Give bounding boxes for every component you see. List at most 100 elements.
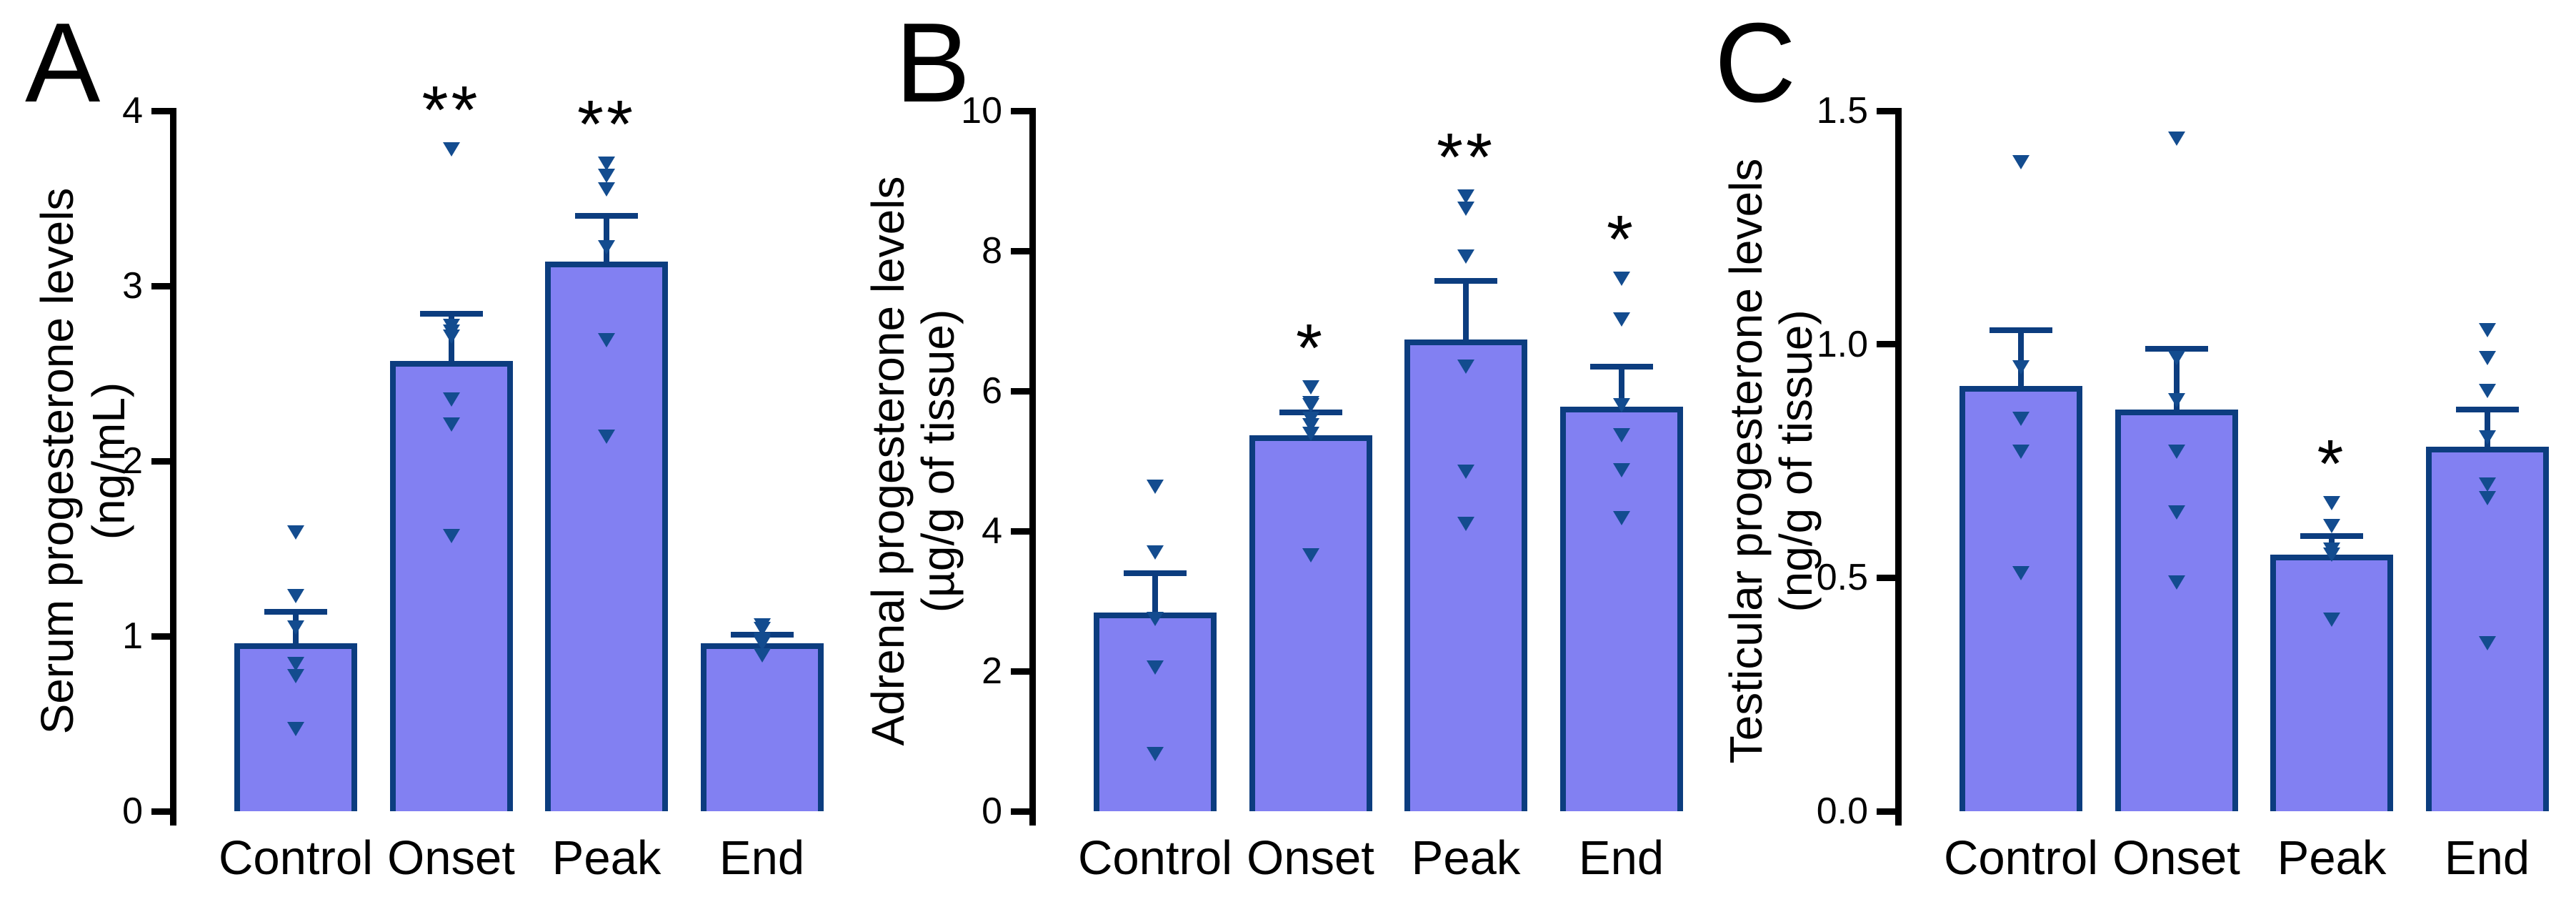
scatter-point-marker xyxy=(753,648,771,663)
y-axis-tick-label: 2 xyxy=(122,440,143,482)
scatter-point-marker xyxy=(2323,613,2340,628)
error-bar-cap xyxy=(1434,278,1497,284)
y-axis-tick xyxy=(1877,107,1898,114)
error-bar-line xyxy=(604,216,609,262)
y-axis-line xyxy=(169,107,176,826)
bar xyxy=(1094,612,1217,811)
error-bar-line xyxy=(2018,330,2024,387)
scatter-point-marker xyxy=(753,635,771,650)
significance-stars: ** xyxy=(1437,119,1495,195)
scatter-point-marker xyxy=(1612,427,1630,442)
y-axis-title-line1: Testicular progesterone levels xyxy=(1720,158,1772,764)
scatter-point-marker xyxy=(2012,360,2030,375)
significance-stars: * xyxy=(1607,202,1636,278)
scatter-point-marker xyxy=(1147,660,1164,675)
y-axis-title-line2: (µg/g of tissue) xyxy=(912,309,964,613)
panel-letter: B xyxy=(895,0,971,126)
x-axis-category-label: End xyxy=(2444,831,2530,885)
scatter-point-marker xyxy=(442,142,460,157)
significance-stars: * xyxy=(2317,425,2347,502)
y-axis-tick-label: 1.0 xyxy=(1816,323,1868,365)
y-axis-tick-label: 8 xyxy=(982,230,1002,272)
scatter-point-marker xyxy=(598,332,615,347)
error-bar-line xyxy=(1152,573,1158,613)
y-axis-tick xyxy=(1877,341,1898,348)
x-axis-category-label: Peak xyxy=(2277,831,2387,885)
scatter-point-marker xyxy=(1147,746,1164,761)
scatter-point-marker xyxy=(442,529,460,544)
error-bar-cap xyxy=(1589,363,1653,370)
y-axis-tick xyxy=(151,808,173,815)
scatter-point-marker xyxy=(2478,384,2496,398)
scatter-point-marker xyxy=(287,721,304,736)
error-bar-cap xyxy=(2455,407,2519,413)
significance-stars: ** xyxy=(421,71,481,148)
scatter-point-marker xyxy=(1457,464,1474,479)
scatter-point-marker xyxy=(2167,505,2185,520)
scatter-point-marker xyxy=(2323,519,2340,534)
bar xyxy=(700,643,824,811)
scatter-point-marker xyxy=(1457,517,1474,532)
y-axis-tick xyxy=(1877,574,1898,581)
y-axis-tick-label: 2 xyxy=(982,650,1002,692)
scatter-point-marker xyxy=(2012,565,2030,580)
y-axis-tick xyxy=(151,457,173,465)
y-axis-tick-label: 3 xyxy=(122,265,143,307)
error-bar-line xyxy=(2173,349,2180,410)
x-axis-category-label: End xyxy=(1578,831,1664,885)
error-bar-cap xyxy=(419,311,483,317)
scatter-point-marker xyxy=(1302,380,1319,395)
x-axis-category-label: Peak xyxy=(1411,831,1521,885)
scatter-point-marker xyxy=(2478,477,2496,492)
bar xyxy=(2115,410,2238,811)
y-axis-tick xyxy=(1011,247,1032,254)
scatter-point-marker xyxy=(2478,351,2496,366)
x-axis-category-label: Onset xyxy=(387,831,515,885)
error-bar-line xyxy=(1618,366,1624,407)
scatter-point-marker xyxy=(1457,189,1474,204)
y-axis-tick-label: 1.5 xyxy=(1816,90,1868,132)
scatter-point-marker xyxy=(2478,430,2496,445)
x-axis-category-label: Onset xyxy=(1247,831,1374,885)
bar xyxy=(545,261,668,811)
error-bar-cap xyxy=(2300,532,2363,539)
x-axis-category-label: Peak xyxy=(551,831,662,885)
scatter-point-marker xyxy=(287,620,304,635)
y-axis-tick-label: 0.0 xyxy=(1816,790,1868,832)
x-axis-category-label: Control xyxy=(1944,831,2098,885)
scatter-point-marker xyxy=(1612,312,1630,327)
y-axis-tick-label: 0 xyxy=(122,790,143,832)
scatter-point-marker xyxy=(2167,444,2185,459)
scatter-point-marker xyxy=(2323,495,2340,510)
y-axis-tick-label: 1 xyxy=(122,615,143,657)
scatter-point-marker xyxy=(2167,393,2185,408)
scatter-point-marker xyxy=(2167,351,2185,366)
y-axis-tick-label: 6 xyxy=(982,370,1002,412)
scatter-point-marker xyxy=(1612,511,1630,526)
scatter-point-marker xyxy=(2478,491,2496,506)
y-axis-tick-label: 0 xyxy=(982,790,1002,832)
scatter-point-marker xyxy=(2323,547,2340,562)
error-bar-cap xyxy=(264,608,327,615)
panel-letter: C xyxy=(1714,0,1797,126)
scatter-point-marker xyxy=(442,417,460,432)
y-axis-tick xyxy=(151,633,173,640)
significance-stars: * xyxy=(1296,310,1325,387)
scatter-point-marker xyxy=(1147,545,1164,560)
error-bar-cap xyxy=(575,213,638,219)
y-axis-tick xyxy=(1011,668,1032,675)
scatter-point-marker xyxy=(2478,635,2496,650)
bar xyxy=(389,361,513,811)
bar xyxy=(2270,554,2393,811)
scatter-point-marker xyxy=(598,240,615,255)
y-axis-tick xyxy=(151,107,173,114)
scatter-point-marker xyxy=(1457,202,1474,217)
y-axis-tick xyxy=(1011,107,1032,114)
scatter-point-marker xyxy=(287,525,304,540)
scatter-point-marker xyxy=(1612,272,1630,287)
scatter-point-marker xyxy=(598,168,615,183)
scatter-point-marker xyxy=(1612,397,1630,412)
scatter-point-marker xyxy=(442,392,460,407)
scatter-point-marker xyxy=(1147,612,1164,627)
